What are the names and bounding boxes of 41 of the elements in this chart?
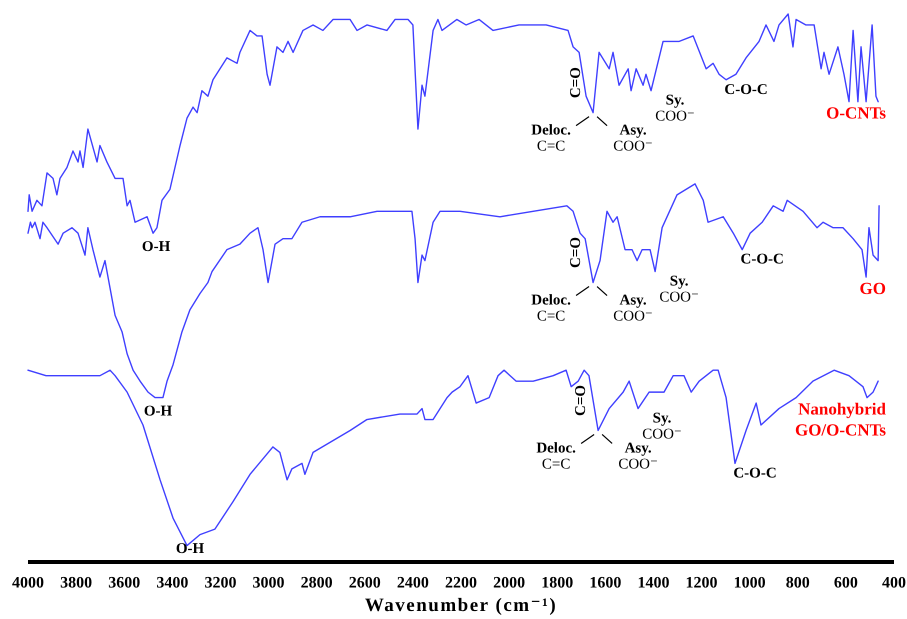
x-tick-label: 2800: [300, 574, 333, 592]
annotation: Deloc. C=C: [536, 440, 576, 472]
annotation: C-O-C: [733, 465, 777, 482]
annotation: O-H: [176, 541, 204, 557]
x-tick-label: 4000: [12, 574, 44, 592]
annotation: Asy. COO⁻: [613, 292, 653, 325]
x-tick-label: 1200: [686, 574, 718, 592]
annotation: Asy. COO⁻: [613, 122, 653, 155]
x-tick-label: 3200: [204, 574, 236, 592]
annotation: Deloc. C=C: [531, 122, 572, 155]
x-tick-label: 2200: [445, 574, 477, 592]
x-tick-label: 2000: [493, 574, 526, 592]
annotation: Sy. COO⁻: [655, 92, 695, 125]
x-tick-label: 600: [834, 574, 858, 592]
x-tick-label: 2400: [396, 574, 429, 592]
x-tick-label: 800: [786, 574, 810, 592]
annotation: C-O-C: [740, 252, 784, 268]
x-axis-title: Wavenumber (cm⁻¹): [364, 595, 558, 616]
annotation: C=O: [573, 384, 590, 416]
annotation: O-H: [144, 404, 173, 420]
x-tick-label: 1800: [541, 574, 574, 592]
x-tick-label: 3000: [252, 574, 285, 592]
annotation: Sy. COO⁻: [659, 274, 699, 306]
annotation: O-H: [142, 239, 171, 256]
x-tick-label: 3600: [108, 574, 140, 592]
x-tick-label: 3800: [60, 574, 92, 592]
series-label: GO: [860, 279, 886, 298]
annotation: Asy. COO⁻: [618, 440, 658, 472]
series-label: O-CNTs: [826, 104, 886, 123]
annotation: Sy. COO⁻: [642, 410, 682, 443]
x-tick-label: 400: [882, 574, 906, 592]
x-tick-label: 3400: [156, 574, 188, 592]
series-label: Nanohybrid GO/O-CNTs: [794, 400, 887, 440]
annotation: Deloc. C=C: [531, 292, 572, 325]
annotation: C-O-C: [724, 82, 768, 98]
x-tick-label: 1400: [637, 574, 670, 592]
x-tick-label: 1600: [589, 574, 622, 592]
annotation: C=O: [568, 67, 584, 98]
x-tick-label: 1000: [734, 574, 766, 592]
annotation: C=O: [568, 236, 584, 268]
x-tick-label: 2600: [348, 574, 381, 592]
